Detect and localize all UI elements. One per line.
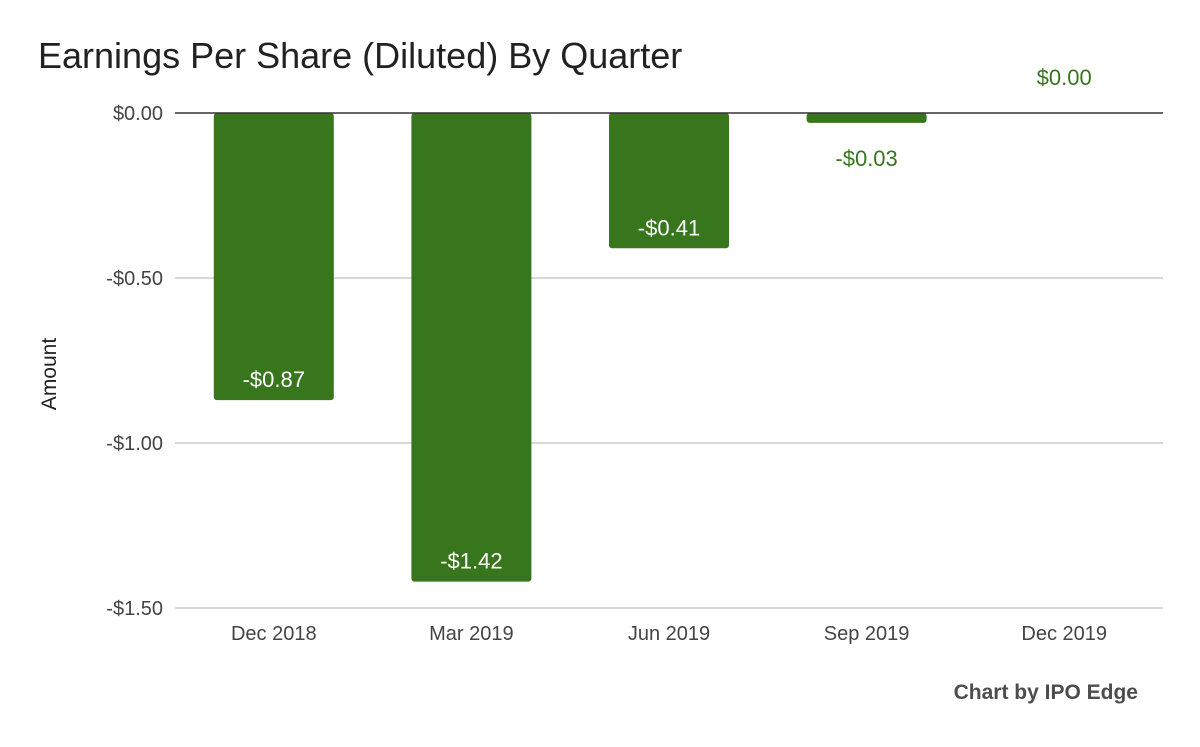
bar [213,113,334,401]
chart-credit: Chart by IPO Edge [954,681,1138,704]
data-label: -$1.42 [440,549,502,574]
data-label: -$0.03 [835,146,897,171]
data-label: -$0.87 [243,367,305,392]
bar [411,113,532,582]
y-tick-label: $0.00 [113,103,163,125]
y-axis-label: Amount [38,338,61,411]
x-tick-label: Jun 2019 [628,623,710,645]
x-axis-ticks: Dec 2018 Mar 2019 Jun 2019 Sep 2019 Dec 2019 [231,623,1107,645]
chart-title: Earnings Per Share (Diluted) By Quarter [38,35,682,76]
data-label: -$0.41 [638,215,700,240]
gridlines [175,277,1163,609]
bar [609,113,729,249]
y-axis-ticks: $0.00 -$0.50 -$1.00 -$1.50 [106,103,163,620]
y-tick-label: -$1.50 [106,598,163,620]
data-label: $0.00 [1037,65,1092,90]
x-tick-label: Mar 2019 [429,623,514,645]
x-tick-label: Dec 2018 [231,623,317,645]
data-labels: -$0.87 -$1.42 -$0.41 -$0.03 $0.00 [243,65,1092,574]
bars [213,113,927,582]
x-tick-label: Dec 2019 [1021,623,1107,645]
y-tick-label: -$1.00 [106,433,163,455]
x-tick-label: Sep 2019 [824,623,910,645]
y-tick-label: -$0.50 [106,268,163,290]
bar [806,113,927,123]
